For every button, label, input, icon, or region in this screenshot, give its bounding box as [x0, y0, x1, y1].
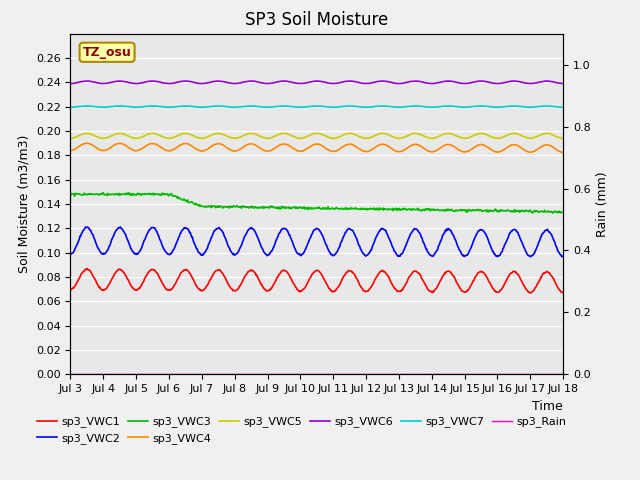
sp3_VWC5	[67, 135, 75, 141]
Title: SP3 Soil Moisture: SP3 Soil Moisture	[245, 11, 388, 29]
sp3_VWC3	[177, 196, 184, 202]
Line: sp3_VWC6: sp3_VWC6	[70, 81, 563, 84]
sp3_VWC4	[392, 148, 399, 154]
sp3_VWC2	[527, 254, 534, 260]
sp3_VWC2	[177, 230, 184, 236]
sp3_VWC1	[67, 287, 74, 292]
sp3_VWC2	[559, 253, 567, 259]
sp3_VWC3	[67, 192, 74, 197]
sp3_VWC4	[84, 140, 92, 146]
Line: sp3_VWC4: sp3_VWC4	[70, 143, 563, 152]
sp3_VWC1	[83, 265, 91, 271]
sp3_VWC1	[392, 286, 399, 291]
sp3_VWC7	[126, 104, 134, 110]
sp3_VWC5	[76, 132, 84, 138]
sp3_VWC7	[203, 104, 211, 110]
Line: sp3_VWC7: sp3_VWC7	[70, 106, 563, 107]
sp3_VWC4	[377, 142, 385, 147]
sp3_VWC2	[392, 249, 399, 255]
sp3_VWC3	[549, 210, 557, 216]
sp3_VWC7	[392, 104, 400, 110]
sp3_VWC6	[164, 81, 172, 86]
sp3_VWC1	[127, 283, 134, 288]
sp3_VWC1	[76, 275, 83, 281]
sp3_VWC6	[177, 79, 184, 84]
sp3_VWC3	[127, 192, 134, 198]
sp3_VWC3	[559, 210, 567, 216]
X-axis label: Time: Time	[532, 400, 563, 413]
sp3_Rain	[76, 372, 83, 377]
sp3_VWC6	[444, 78, 452, 84]
Line: sp3_VWC3: sp3_VWC3	[70, 192, 563, 213]
sp3_VWC7	[164, 104, 172, 110]
sp3_VWC4	[559, 149, 567, 155]
sp3_VWC6	[203, 80, 211, 86]
sp3_VWC1	[377, 268, 385, 274]
sp3_VWC5	[127, 134, 134, 140]
sp3_VWC6	[67, 81, 74, 86]
sp3_Rain	[202, 372, 210, 377]
Line: sp3_VWC1: sp3_VWC1	[70, 268, 563, 293]
sp3_VWC5	[67, 135, 74, 141]
sp3_VWC4	[127, 146, 134, 152]
sp3_VWC3	[99, 190, 107, 195]
sp3_VWC2	[82, 224, 90, 230]
sp3_VWC5	[177, 131, 184, 137]
sp3_VWC6	[392, 80, 399, 86]
sp3_VWC2	[377, 227, 385, 232]
sp3_Rain	[376, 372, 384, 377]
sp3_VWC2	[76, 236, 83, 242]
sp3_VWC3	[76, 191, 83, 197]
sp3_VWC6	[126, 80, 134, 85]
sp3_VWC1	[559, 290, 567, 296]
sp3_VWC7	[378, 103, 385, 109]
Y-axis label: Rain (mm): Rain (mm)	[596, 171, 609, 237]
sp3_VWC7	[76, 104, 83, 109]
sp3_VWC3	[203, 204, 211, 210]
sp3_Rain	[176, 372, 184, 377]
sp3_VWC3	[392, 205, 399, 211]
sp3_VWC6	[377, 78, 385, 84]
Y-axis label: Soil Moisture (m3/m3): Soil Moisture (m3/m3)	[17, 135, 30, 273]
sp3_Rain	[126, 372, 134, 377]
sp3_VWC2	[67, 251, 74, 257]
sp3_VWC4	[76, 144, 83, 149]
sp3_Rain	[67, 372, 74, 377]
sp3_VWC4	[203, 147, 211, 153]
sp3_Rain	[391, 372, 399, 377]
sp3_VWC4	[67, 148, 74, 154]
sp3_VWC6	[76, 79, 83, 85]
sp3_VWC1	[177, 270, 184, 276]
sp3_VWC2	[127, 246, 134, 252]
sp3_VWC5	[377, 131, 385, 136]
sp3_VWC1	[527, 290, 534, 296]
sp3_VWC5	[203, 134, 211, 140]
sp3_VWC4	[177, 142, 184, 148]
sp3_VWC2	[203, 246, 211, 252]
sp3_VWC5	[510, 131, 518, 136]
sp3_VWC5	[559, 135, 567, 141]
Line: sp3_VWC5: sp3_VWC5	[70, 133, 563, 138]
sp3_VWC3	[377, 206, 385, 212]
sp3_VWC7	[177, 103, 184, 109]
Text: TZ_osu: TZ_osu	[83, 46, 131, 59]
sp3_VWC1	[203, 283, 211, 288]
sp3_VWC6	[559, 81, 567, 86]
sp3_VWC7	[67, 104, 74, 110]
Line: sp3_VWC2: sp3_VWC2	[70, 227, 563, 257]
sp3_VWC5	[392, 135, 399, 141]
sp3_Rain	[559, 372, 567, 377]
sp3_VWC7	[214, 103, 221, 109]
sp3_VWC7	[559, 104, 567, 110]
Legend: sp3_VWC1, sp3_VWC2, sp3_VWC3, sp3_VWC4, sp3_VWC5, sp3_VWC6, sp3_VWC7, sp3_Rain: sp3_VWC1, sp3_VWC2, sp3_VWC3, sp3_VWC4, …	[36, 417, 566, 444]
